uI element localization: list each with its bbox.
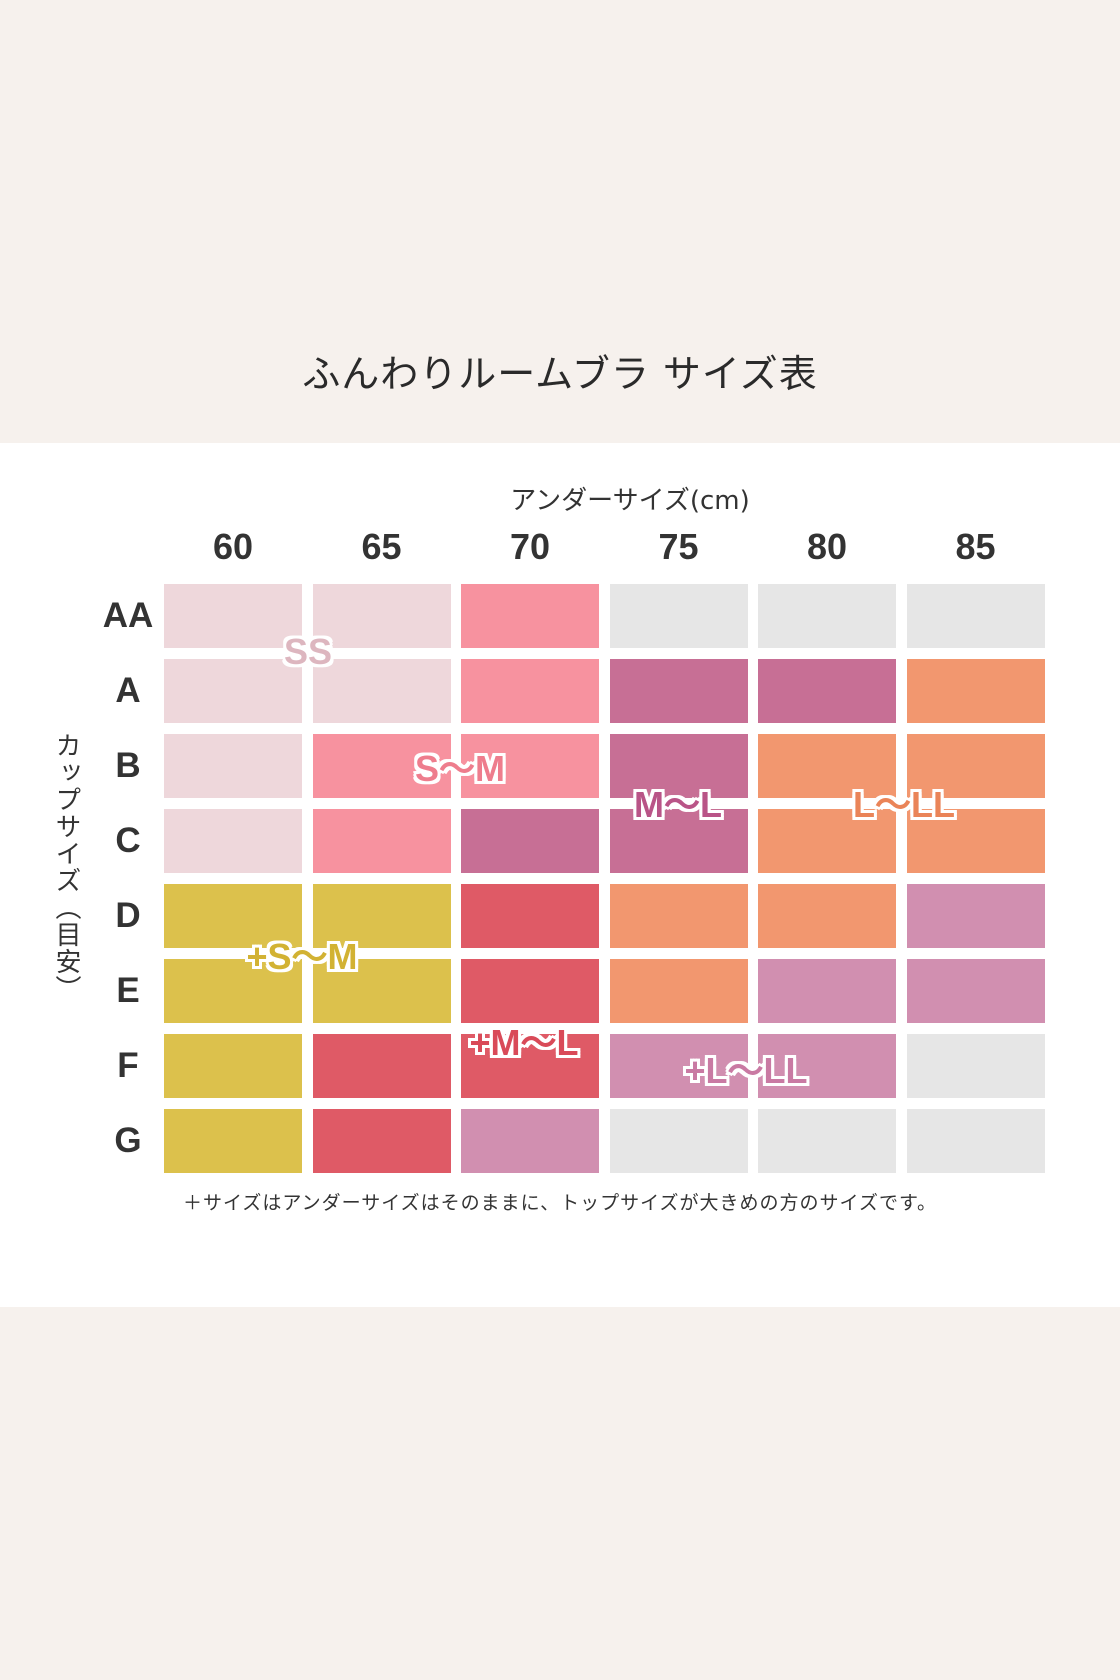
cell-C-75 xyxy=(609,809,748,873)
cell-B-85 xyxy=(906,734,1045,798)
row-label-A: A xyxy=(115,671,141,710)
row-label-E: E xyxy=(116,971,140,1010)
cell-E-70 xyxy=(461,959,599,1023)
cell-E-85 xyxy=(906,959,1045,1023)
cell-G-80 xyxy=(758,1109,896,1173)
size-group-label: S〜M xyxy=(414,748,506,789)
size-group-label: M〜L xyxy=(634,784,722,825)
cell-A-65 xyxy=(312,659,451,723)
cell-F-75 xyxy=(609,1034,748,1098)
row-label-G: G xyxy=(114,1121,142,1160)
cell-G-60 xyxy=(164,1109,302,1173)
cell-A-60 xyxy=(164,659,302,723)
cell-B-70 xyxy=(461,734,599,798)
cell-C-80 xyxy=(758,809,896,873)
cell-AA-75 xyxy=(609,584,748,648)
cell-B-80 xyxy=(758,734,896,798)
cell-D-85 xyxy=(906,884,1045,948)
cell-E-60 xyxy=(164,959,302,1023)
cell-D-75 xyxy=(609,884,748,948)
cell-D-70 xyxy=(461,884,599,948)
cell-A-85 xyxy=(906,659,1045,723)
cell-E-75 xyxy=(609,959,748,1023)
cell-F-80 xyxy=(758,1034,896,1098)
row-label-B: B xyxy=(115,746,141,785)
column-label-60: 60 xyxy=(212,526,254,567)
cell-C-70 xyxy=(461,809,599,873)
column-label-80: 80 xyxy=(806,526,848,567)
cell-D-80 xyxy=(758,884,896,948)
cell-G-85 xyxy=(906,1109,1045,1173)
cell-C-60 xyxy=(164,809,302,873)
cell-G-65 xyxy=(312,1109,451,1173)
cell-A-70 xyxy=(461,659,599,723)
cell-F-85 xyxy=(906,1034,1045,1098)
page-title: ふんわりルームブラ サイズ表 xyxy=(302,352,818,396)
cell-E-65 xyxy=(312,959,451,1023)
cell-D-60 xyxy=(164,884,302,948)
row-label-C: C xyxy=(115,821,141,860)
cell-B-60 xyxy=(164,734,302,798)
y-axis-title: カップサイズ（目安） xyxy=(51,732,81,1002)
cell-F-60 xyxy=(164,1034,302,1098)
cell-F-65 xyxy=(312,1034,451,1098)
cell-AA-85 xyxy=(906,584,1045,648)
size-group-label: L〜LL xyxy=(853,784,955,825)
size-chart-panel xyxy=(0,443,1120,1307)
cell-G-70 xyxy=(461,1109,599,1173)
row-label-D: D xyxy=(115,896,141,935)
cell-C-85 xyxy=(906,809,1045,873)
size-group-label: SS xyxy=(283,631,333,672)
row-label-AA: AA xyxy=(102,596,154,635)
cell-D-65 xyxy=(312,884,451,948)
x-axis-title: アンダーサイズ(cm) xyxy=(510,486,750,516)
size-group-label: +S〜M xyxy=(246,936,358,977)
cell-A-75 xyxy=(609,659,748,723)
column-label-70: 70 xyxy=(509,526,551,567)
cell-G-75 xyxy=(609,1109,748,1173)
size-group-label: +M〜L xyxy=(469,1022,579,1063)
cell-AA-80 xyxy=(758,584,896,648)
cell-B-65 xyxy=(312,734,451,798)
cell-E-80 xyxy=(758,959,896,1023)
cell-C-65 xyxy=(312,809,451,873)
row-label-F: F xyxy=(117,1046,139,1085)
cell-AA-60 xyxy=(164,584,302,648)
size-group-label: +L〜LL xyxy=(684,1050,808,1091)
column-label-65: 65 xyxy=(361,526,402,567)
column-label-85: 85 xyxy=(955,526,996,567)
cell-A-80 xyxy=(758,659,896,723)
column-label-75: 75 xyxy=(658,526,699,567)
footnote: ＋サイズはアンダーサイズはそのままに、トップサイズが大きめの方のサイズです。 xyxy=(182,1192,938,1214)
cell-AA-65 xyxy=(312,584,451,648)
cell-F-70 xyxy=(461,1034,599,1098)
cell-B-75 xyxy=(609,734,748,798)
cell-AA-70 xyxy=(461,584,599,648)
